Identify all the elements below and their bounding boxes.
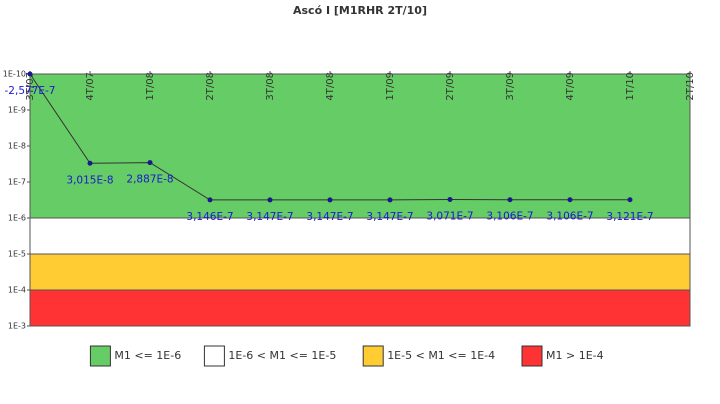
plot-frame bbox=[29, 73, 691, 327]
x-tick-label: 3T/08 bbox=[265, 72, 276, 101]
y-tick-label: 1E-8 bbox=[8, 142, 26, 151]
data-label: 3,147E-7 bbox=[306, 211, 353, 223]
band bbox=[29, 73, 691, 219]
point bbox=[147, 160, 153, 166]
band bbox=[29, 217, 691, 255]
data-label: 3,106E-7 bbox=[546, 211, 593, 223]
band bbox=[29, 253, 691, 291]
point bbox=[87, 160, 93, 166]
data-label: 3,146E-7 bbox=[186, 211, 233, 223]
point bbox=[207, 197, 213, 203]
data-label: 3,106E-7 bbox=[486, 211, 533, 223]
y-tick-label: 1E-9 bbox=[8, 106, 26, 115]
y-tick-label: 1E-5 bbox=[8, 250, 26, 259]
point bbox=[567, 197, 573, 203]
data-label: 3,071E-7 bbox=[426, 211, 473, 223]
data-label: -2,577E-7 bbox=[5, 85, 56, 97]
band bbox=[29, 289, 691, 327]
x-tick-label: 1T/08 bbox=[145, 72, 156, 101]
legend-swatch bbox=[521, 345, 543, 367]
chart-title: Ascó I [M1RHR 2T/10] bbox=[293, 4, 427, 17]
y-tick-label: 1E-4 bbox=[8, 286, 26, 295]
data-label: 3,121E-7 bbox=[606, 211, 653, 223]
y-tick-label: 1E-7 bbox=[8, 178, 26, 187]
x-tick-label: 4T/07 bbox=[85, 72, 96, 101]
point bbox=[327, 197, 333, 203]
legend-swatch bbox=[203, 345, 225, 367]
x-tick-label: 4T/09 bbox=[565, 72, 576, 101]
legend-label: 1E-5 < M1 <= 1E-4 bbox=[387, 349, 495, 362]
data-label: 3,147E-7 bbox=[366, 211, 413, 223]
legend-label: 1E-6 < M1 <= 1E-5 bbox=[228, 349, 336, 362]
point bbox=[387, 197, 393, 203]
x-tick-label: 2T/08 bbox=[205, 72, 216, 101]
x-tick-label: 1T/09 bbox=[385, 72, 396, 101]
y-tick-label: 1E-10 bbox=[3, 70, 26, 79]
legend-label: M1 > 1E-4 bbox=[546, 349, 604, 362]
legend-swatch bbox=[89, 345, 111, 367]
y-tick-label: 1E-3 bbox=[8, 322, 26, 331]
point bbox=[27, 71, 33, 77]
x-tick-label: 2T/09 bbox=[445, 72, 456, 101]
legend-swatch bbox=[362, 345, 384, 367]
x-tick-label: 4T/08 bbox=[325, 72, 336, 101]
data-label: 2,887E-8 bbox=[126, 174, 173, 186]
point bbox=[627, 197, 633, 203]
y-tick-label: 1E-6 bbox=[8, 214, 26, 223]
data-label: 3,147E-7 bbox=[246, 211, 293, 223]
legend-label: M1 <= 1E-6 bbox=[114, 349, 181, 362]
point bbox=[267, 197, 273, 203]
x-tick-label: 3T/09 bbox=[505, 72, 516, 101]
x-tick-label: 1T/10 bbox=[625, 72, 636, 101]
point bbox=[447, 197, 453, 203]
data-label: 3,015E-8 bbox=[66, 174, 113, 186]
point bbox=[507, 197, 513, 203]
